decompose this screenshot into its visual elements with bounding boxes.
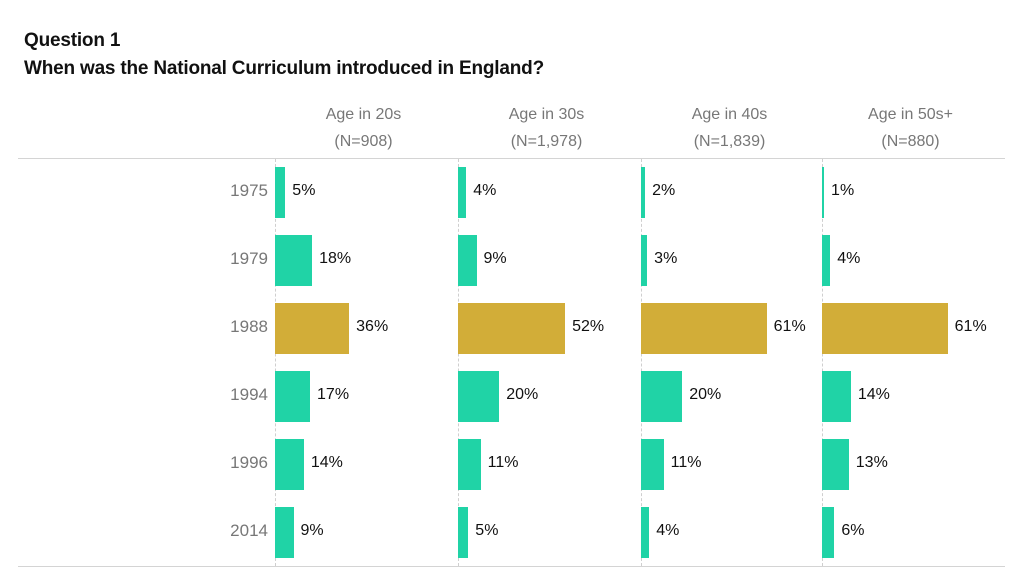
bar-1988	[458, 303, 566, 354]
data-label: 18%	[319, 250, 352, 267]
panel-header: Age in 20s (N=908)	[272, 101, 455, 155]
bar-1994	[458, 371, 500, 422]
chart-title-line2: When was the National Curriculum introdu…	[24, 58, 544, 79]
bar-2014	[822, 507, 835, 558]
category-label: 1994	[230, 385, 268, 404]
bar-1979	[275, 235, 313, 286]
data-label: 11%	[670, 454, 702, 471]
bar-1975	[275, 167, 286, 218]
panel-title: Age in 40s	[691, 106, 768, 123]
category-label: 1975	[230, 181, 268, 200]
panel-sample-size: (N=1,839)	[693, 133, 766, 150]
panel-baseline	[458, 159, 459, 566]
data-label: 3%	[654, 250, 678, 267]
panel-title: Age in 50s+	[868, 106, 953, 123]
panel-header: Age in 50s+ (N=880)	[819, 101, 1002, 155]
data-label: 4%	[473, 182, 497, 199]
data-label: 5%	[292, 182, 316, 199]
bar-1996	[275, 439, 304, 490]
panel-header: Age in 40s (N=1,839)	[638, 101, 821, 155]
panel-sample-size: (N=880)	[881, 133, 940, 150]
category-label: 2014	[230, 521, 268, 540]
bar-1979	[458, 235, 477, 286]
data-label: 4%	[656, 522, 680, 539]
data-label: 20%	[689, 386, 722, 403]
chart-title-line1: Question 1	[24, 30, 121, 51]
category-label: 1988	[230, 317, 268, 336]
data-label: 9%	[483, 250, 507, 267]
data-label: 52%	[572, 318, 605, 335]
panel-baseline	[641, 159, 642, 566]
data-label: 14%	[310, 454, 343, 471]
data-label: 13%	[855, 454, 888, 471]
bar-1979	[641, 235, 648, 286]
category-label: 1996	[230, 453, 268, 472]
data-label: 5%	[475, 522, 499, 539]
data-label: 11%	[487, 454, 519, 471]
bar-1996	[822, 439, 849, 490]
bar-1994	[641, 371, 683, 422]
bar-1994	[822, 371, 851, 422]
bar-1975	[641, 167, 646, 218]
data-label: 61%	[773, 318, 806, 335]
bar-1988	[641, 303, 767, 354]
bar-2014	[458, 507, 469, 558]
data-label: 61%	[954, 318, 987, 335]
bar-1996	[458, 439, 481, 490]
bar-1996	[641, 439, 664, 490]
bar-1975	[822, 167, 825, 218]
bottom-rule	[18, 566, 1005, 567]
panel-sample-size: (N=908)	[334, 133, 393, 150]
bar-1975	[458, 167, 467, 218]
data-label: 6%	[841, 522, 865, 539]
header-rule	[18, 158, 1005, 159]
bar-1979	[822, 235, 831, 286]
data-label: 4%	[837, 250, 861, 267]
data-label: 20%	[506, 386, 539, 403]
bar-1988	[275, 303, 350, 354]
panel-sample-size: (N=1,978)	[510, 133, 583, 150]
bar-2014	[641, 507, 650, 558]
data-label: 17%	[317, 386, 350, 403]
data-label: 9%	[300, 522, 324, 539]
panel-header: Age in 30s (N=1,978)	[455, 101, 638, 155]
data-label: 1%	[831, 182, 855, 199]
bar-1988	[822, 303, 948, 354]
data-label: 2%	[652, 182, 676, 199]
panel-baseline	[822, 159, 823, 566]
panel-title: Age in 30s	[508, 106, 585, 123]
data-label: 36%	[356, 318, 389, 335]
category-label: 1979	[230, 249, 268, 268]
panel-baseline	[275, 159, 276, 566]
bar-1994	[275, 371, 311, 422]
bar-2014	[275, 507, 294, 558]
panel-title: Age in 20s	[325, 106, 402, 123]
data-label: 14%	[857, 386, 890, 403]
